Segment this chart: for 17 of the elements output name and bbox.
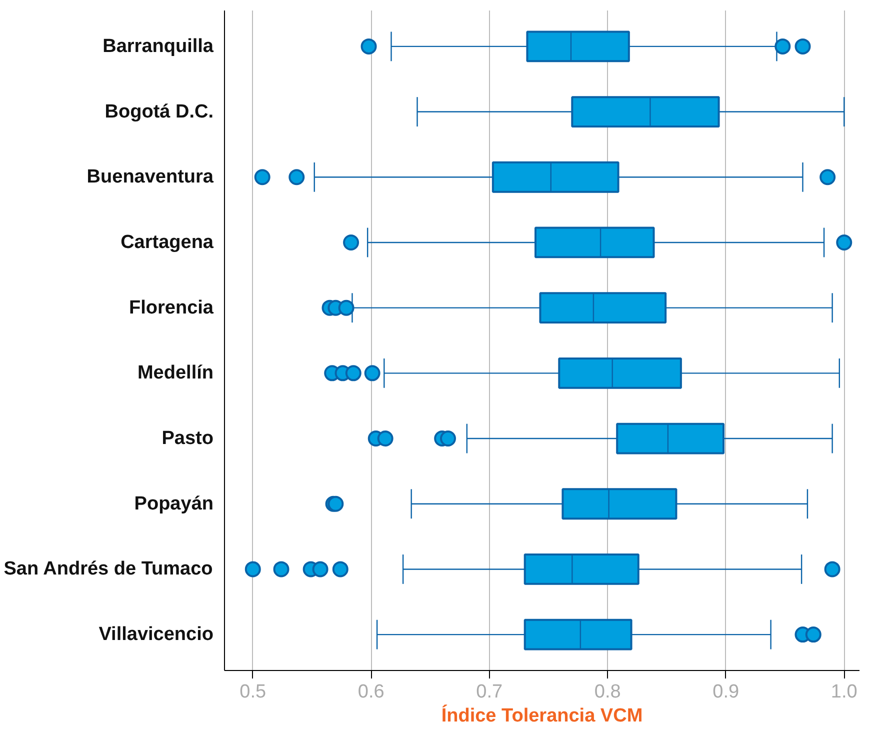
- x-tick-label: 0.5: [240, 682, 266, 702]
- x-axis-title: Índice Tolerancia VCM: [441, 704, 643, 726]
- y-tick-label: Cartagena: [120, 232, 214, 253]
- y-tick-label: Barranquilla: [102, 36, 214, 57]
- y-tick-label: Popayán: [134, 493, 214, 514]
- y-tick-label: Buenaventura: [86, 166, 214, 188]
- y-tick-label: Medellín: [137, 362, 214, 384]
- x-tick-label: 0.6: [358, 682, 384, 702]
- x-tick-label: 1.0: [830, 682, 858, 702]
- x-tick-label: 0.9: [712, 682, 740, 702]
- y-tick-label: Bogotá D.C.: [104, 101, 214, 122]
- y-tick-label: San Andrés de Tumaco: [4, 558, 213, 580]
- y-tick-label: Villavicencio: [98, 624, 214, 646]
- x-tick-label: 0.8: [594, 682, 621, 702]
- x-tick-label: 0.7: [476, 682, 503, 702]
- y-tick-label: Pasto: [162, 428, 214, 450]
- y-tick-label: Florencia: [129, 297, 214, 318]
